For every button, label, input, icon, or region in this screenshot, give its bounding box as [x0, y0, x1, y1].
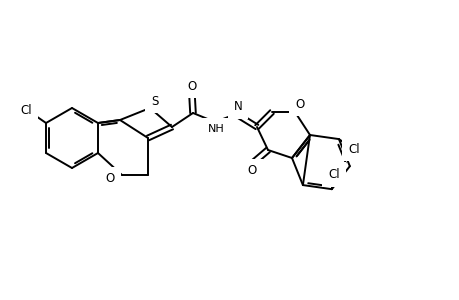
Text: O: O	[105, 172, 114, 185]
Text: O: O	[295, 98, 304, 110]
Text: O: O	[187, 80, 196, 92]
Text: NH: NH	[207, 124, 224, 134]
Text: S: S	[151, 94, 158, 107]
Text: Cl: Cl	[347, 142, 359, 156]
Text: N: N	[233, 100, 242, 113]
Text: Cl: Cl	[327, 168, 339, 181]
Text: O: O	[247, 164, 256, 178]
Text: Cl: Cl	[20, 103, 32, 116]
